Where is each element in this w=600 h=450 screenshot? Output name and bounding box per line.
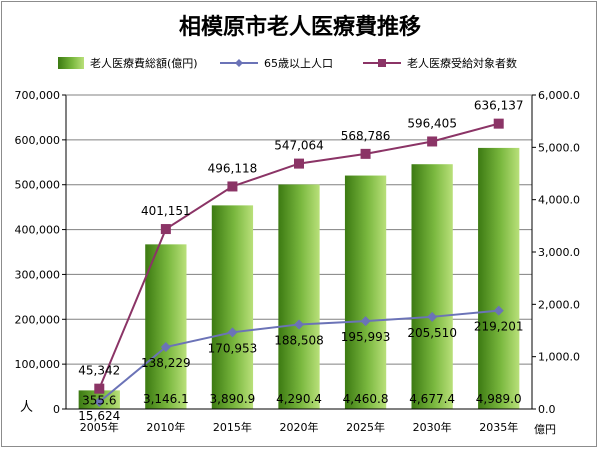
left-tick-label: 600,000	[15, 134, 61, 147]
point-65-and-over	[427, 311, 438, 322]
x-tick-label: 2015年	[213, 420, 252, 434]
chart-legend: 老人医療費総額(億円) 65歳以上人口 老人医療受給対象者数	[58, 56, 517, 70]
right-tick-label: 0.0	[538, 403, 556, 416]
data-label-bar: 4,989.0	[476, 392, 522, 406]
x-tick-label: 2030年	[413, 420, 452, 434]
data-label-recipients: 547,064	[274, 139, 324, 153]
data-label-65-and-over: 15,624	[78, 409, 120, 423]
point-recipients	[493, 118, 504, 129]
data-label-bar: 3,146.1	[143, 392, 189, 406]
bar	[145, 244, 187, 409]
data-label-65-and-over: 170,953	[208, 341, 258, 355]
left-axis-unit: 人	[20, 400, 33, 415]
right-tick-label: 4,000.0	[538, 194, 580, 207]
legend-label-65: 65歳以上人口	[264, 57, 333, 70]
x-tick-label: 2005年	[80, 420, 119, 434]
data-label-recipients: 496,118	[208, 161, 258, 175]
point-recipients	[160, 224, 171, 235]
legend-marker-65	[235, 59, 243, 67]
data-label-bar: 355.6	[82, 393, 116, 407]
bar	[278, 184, 320, 409]
bar	[344, 175, 387, 409]
point-recipients	[94, 383, 105, 394]
point-recipients	[227, 181, 238, 192]
chart-title: 相模原市老人医療費推移	[179, 14, 421, 40]
bar	[211, 205, 254, 409]
x-tick-label: 2025年	[346, 420, 385, 434]
data-label-recipients: 401,151	[141, 204, 191, 218]
left-tick-label: 100,000	[15, 358, 61, 371]
data-label-recipients: 596,405	[407, 116, 457, 130]
bar	[478, 147, 520, 409]
data-label-bar: 4,290.4	[276, 392, 322, 406]
data-label-65-and-over: 195,993	[341, 330, 391, 344]
point-recipients	[360, 148, 371, 159]
x-tick-label: 2020年	[280, 420, 319, 434]
right-tick-label: 1,000.0	[538, 351, 580, 364]
point-65-and-over	[360, 316, 371, 327]
left-tick-label: 0	[53, 403, 60, 416]
data-label-65-and-over: 188,508	[274, 333, 324, 347]
legend-marker-recipients	[378, 59, 386, 67]
data-label-65-and-over: 205,510	[407, 326, 457, 340]
right-tick-label: 2,000.0	[538, 298, 580, 311]
data-label-recipients: 45,342	[78, 364, 120, 378]
left-tick-label: 300,000	[15, 268, 61, 281]
right-axis-unit: 億円	[534, 423, 556, 436]
plot-area: 0 100,000 200,000 300,000 400,000 500,000 600,…	[15, 89, 581, 434]
legend-label-recipients: 老人医療受給対象者数	[407, 56, 517, 70]
left-tick-label: 400,000	[15, 224, 61, 237]
point-65-and-over	[294, 319, 304, 330]
legend-label-bar: 老人医療費総額(億円)	[90, 56, 198, 70]
point-recipients	[427, 136, 438, 147]
data-label-65-and-over: 219,201	[474, 320, 524, 334]
right-tick-label: 5,000.0	[538, 141, 580, 154]
point-recipients	[294, 158, 304, 169]
data-label-recipients: 636,137	[474, 99, 524, 113]
point-65-and-over	[94, 396, 105, 407]
point-65-and-over	[160, 341, 171, 352]
bar	[411, 164, 453, 409]
data-label-bar: 3,890.9	[210, 392, 256, 406]
right-tick-label: 6,000.0	[538, 89, 580, 102]
data-label-bar: 4,677.4	[409, 392, 455, 406]
x-tick-label: 2010年	[146, 420, 185, 434]
point-65-and-over	[227, 327, 238, 338]
point-65-and-over	[493, 305, 504, 316]
left-tick-label: 700,000	[15, 89, 61, 102]
x-tick-label: 2035年	[479, 420, 518, 434]
data-label-bar: 4,460.8	[343, 392, 389, 406]
left-tick-label: 200,000	[15, 313, 61, 326]
data-label-65-and-over: 138,229	[141, 356, 191, 370]
data-label-recipients: 568,786	[341, 129, 391, 143]
right-tick-label: 3,000.0	[538, 246, 580, 259]
left-tick-label: 500,000	[15, 179, 61, 192]
legend-swatch-bar	[58, 57, 84, 69]
